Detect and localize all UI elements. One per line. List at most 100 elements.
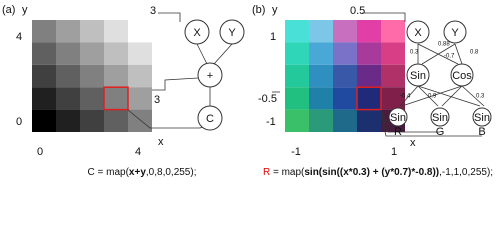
caption: R = map(sin(sin((x*0.3) + (y*0.7)*-0.8))…	[263, 167, 493, 178]
edge-weight: -0.4	[400, 94, 411, 100]
output-label: G	[436, 126, 445, 138]
grid-cell	[32, 42, 56, 65]
grid-cell	[56, 20, 80, 43]
node	[197, 105, 223, 131]
x-tick-label: -1	[291, 146, 301, 158]
grid-cell	[357, 87, 381, 110]
grid-cell	[128, 64, 152, 88]
edge	[196, 43, 208, 65]
grid-cell	[357, 64, 381, 88]
grid-cell	[56, 64, 80, 88]
edge-weight: -0.7	[444, 54, 455, 60]
grid-cell	[357, 20, 381, 43]
node-label: C	[206, 113, 214, 125]
node	[388, 107, 408, 127]
edge	[441, 85, 463, 107]
caption-expr: x+y	[129, 167, 146, 178]
grid-cell	[128, 87, 152, 110]
node	[430, 107, 450, 127]
grid-cell	[333, 87, 357, 110]
edge	[158, 12, 181, 22]
edge	[417, 85, 439, 107]
node-label: Y	[451, 27, 459, 39]
y-axis-label: y	[22, 4, 28, 16]
grid-cell	[285, 87, 309, 110]
grid-cell	[381, 20, 405, 43]
output-label: B	[478, 126, 485, 138]
grid-cell	[285, 64, 309, 88]
x-tick-label: 4	[135, 146, 141, 158]
grid-cell	[357, 109, 381, 132]
caption-pre: = map(	[95, 167, 130, 178]
grid-cell	[309, 42, 333, 65]
edge-weight: 0.3	[410, 50, 419, 56]
edge	[421, 43, 456, 65]
caption-post: ,0,8,0,255);	[146, 167, 197, 178]
grid-cell	[80, 109, 104, 132]
edge-weight: 0.3	[476, 94, 485, 100]
grid-cell	[104, 64, 128, 88]
caption-pre: = map(	[270, 167, 305, 178]
node	[406, 63, 430, 87]
edge	[417, 85, 481, 107]
edge	[362, 12, 406, 22]
grid-cell	[104, 87, 128, 110]
grid-cell	[309, 87, 333, 110]
panel-label: (b)	[252, 4, 265, 16]
highlight	[103, 86, 129, 111]
node-label: Cos	[452, 70, 472, 82]
edge	[380, 113, 482, 137]
node	[219, 19, 245, 45]
x-axis-label: x	[158, 136, 164, 148]
grid-cell	[128, 20, 152, 43]
edge	[127, 109, 204, 129]
grid-cell	[333, 64, 357, 88]
output-label: R	[394, 126, 402, 138]
edge	[213, 43, 233, 65]
grid-cell	[80, 42, 104, 65]
node-label: X	[193, 27, 201, 39]
grid-cell	[80, 87, 104, 110]
grid-cell	[381, 42, 405, 65]
annotation: -0.5	[258, 93, 277, 105]
node-label: +	[207, 70, 213, 82]
x-tick-label: 1	[391, 146, 397, 158]
grid-cell	[333, 20, 357, 43]
node	[406, 20, 430, 44]
edge	[380, 111, 440, 133]
edge	[399, 85, 419, 107]
caption-lhs: R	[263, 167, 270, 178]
y-tick-label: 4	[16, 31, 22, 43]
caption-expr: sin(sin((x*0.3) + (y*0.7)*-0.8))	[304, 167, 439, 178]
edge-weight: 0.88	[438, 42, 450, 48]
grid-cell	[333, 42, 357, 65]
grid-cell	[285, 20, 309, 43]
node-label: Sin	[432, 112, 448, 124]
y-tick-label: 0	[16, 116, 22, 128]
grid-cell	[333, 109, 357, 132]
node	[472, 107, 492, 127]
grid-cell	[381, 87, 405, 110]
grid-cell	[56, 42, 80, 65]
panel-label: (a)	[2, 4, 15, 16]
y-tick-label: -1	[266, 116, 276, 128]
node	[450, 63, 474, 87]
caption-post: ,-1,1,0,255);	[439, 167, 493, 178]
x-axis-label: x	[410, 137, 416, 149]
grid-cell	[285, 109, 309, 132]
node-label: Y	[228, 27, 236, 39]
annotation: 3	[150, 5, 156, 17]
edge-weight: 0.9	[428, 94, 437, 100]
edge	[454, 43, 463, 65]
y-tick-label: 1	[270, 31, 276, 43]
edge	[380, 109, 398, 129]
grid-cell	[104, 42, 128, 65]
grid-cell	[309, 109, 333, 132]
grid-cell	[32, 20, 56, 43]
grid-cell	[285, 42, 309, 65]
caption: C = map(x+y,0,8,0,255);	[88, 167, 197, 178]
figure: (a) y 4 0 0 4 x 3 3 C = map(x+y,0,8,0,25…	[2, 4, 493, 178]
edge	[152, 77, 199, 91]
grid-cell	[56, 87, 80, 110]
y-axis-label: y	[272, 4, 278, 16]
